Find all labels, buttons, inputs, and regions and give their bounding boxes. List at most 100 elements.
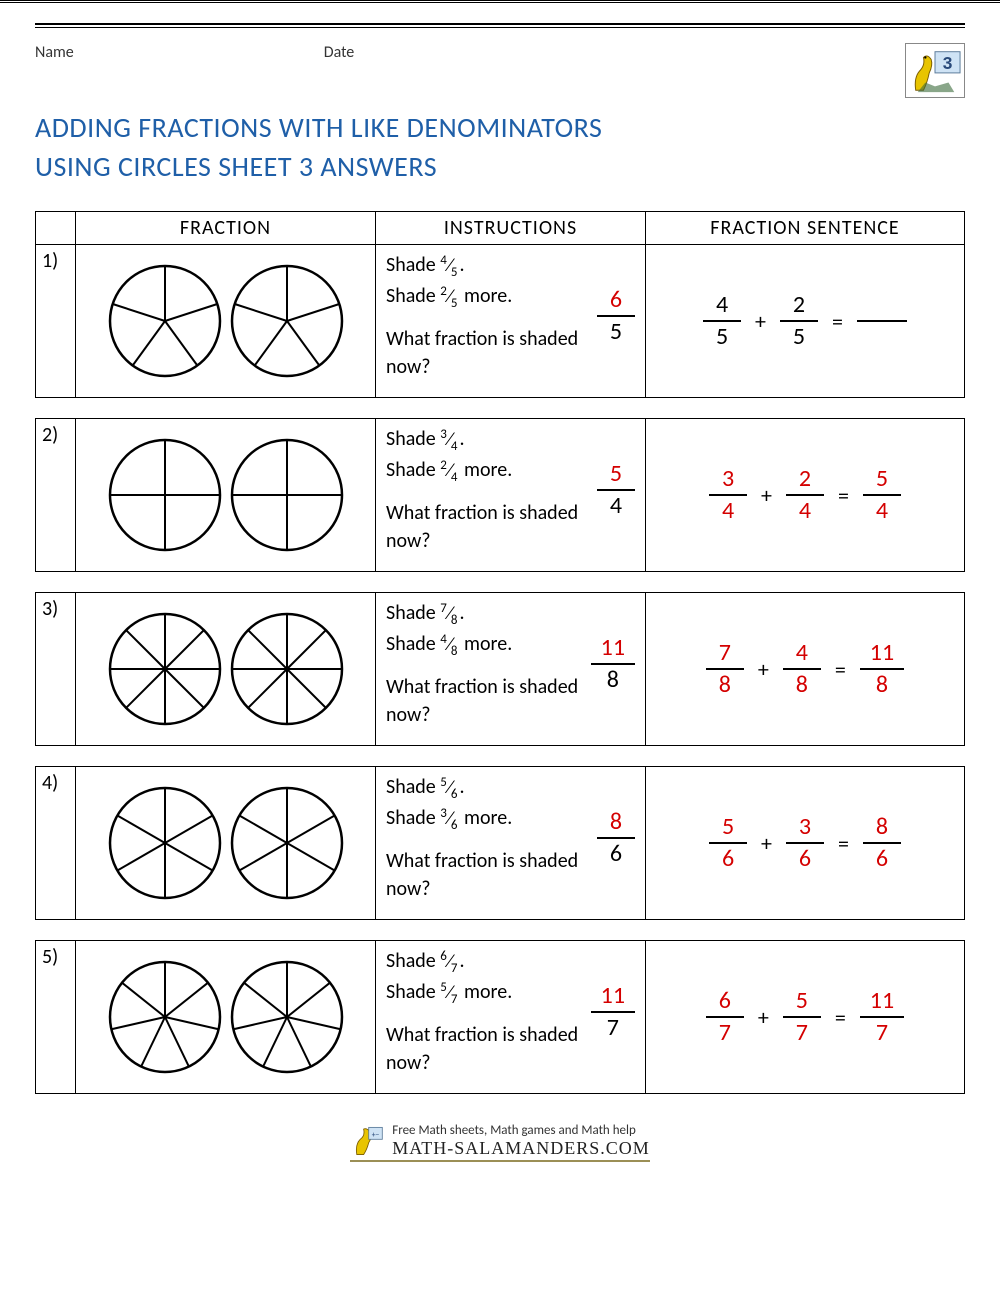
shade-line-1: Shade 3⁄4. <box>386 425 587 456</box>
fraction-circle <box>105 609 225 729</box>
plus-sign: + <box>761 482 772 509</box>
shade-line-1: Shade 6⁄7. <box>386 947 581 978</box>
header-blank <box>36 212 76 245</box>
sentence-cell: 6 7 + 5 7 = 11 7 <box>646 941 965 1094</box>
problem-row: 4) Shade 5⁄6. Shade 3⁄6 more. What fract… <box>35 766 965 920</box>
problem-number: 3) <box>36 593 76 746</box>
name-date-row: Name Date <box>35 43 354 62</box>
date-label: Date <box>324 43 355 62</box>
instructions-cell: Shade 3⁄4. Shade 2⁄4 more. What fraction… <box>376 419 646 572</box>
problem-number: 2) <box>36 419 76 572</box>
question-prompt: What fraction is shaded now? <box>386 499 587 555</box>
name-label: Name <box>35 43 74 62</box>
instructions-cell: Shade 7⁄8. Shade 4⁄8 more. What fraction… <box>376 593 646 746</box>
fraction-circle <box>227 783 347 903</box>
equals-sign: = <box>838 482 849 509</box>
fraction-display: 6 7 <box>706 988 744 1047</box>
equals-sign: = <box>832 308 843 335</box>
shade-line-2: Shade 2⁄5 more. <box>386 282 587 313</box>
equals-sign: = <box>835 656 846 683</box>
instruction-answer: 11 8 <box>591 635 635 694</box>
instructions-cell: Shade 4⁄5. Shade 2⁄5 more. What fraction… <box>376 245 646 398</box>
instruction-answer: 5 4 <box>597 461 635 520</box>
footer-tagline: Free Math sheets, Math games and Math he… <box>392 1124 636 1138</box>
grade-logo: 3 <box>905 43 965 98</box>
footer-logo-icon: +− <box>350 1124 384 1158</box>
title-line-1: ADDING FRACTIONS WITH LIKE DENOMINATORS <box>35 110 602 145</box>
problem-row: 5) Shade 6⁄7. Shade 5⁄7 more. What fract… <box>35 940 965 1094</box>
fraction-display: 11 8 <box>591 635 635 694</box>
shade-line-2: Shade 3⁄6 more. <box>386 804 587 835</box>
fraction-display: 4 5 <box>703 292 741 351</box>
footer-text: Free Math sheets, Math games and Math he… <box>392 1124 650 1158</box>
problem-row: 2) Shade 3⁄4. Shade 2⁄4 more. What fract… <box>35 418 965 572</box>
fraction-display: 2 4 <box>786 466 824 525</box>
plus-sign: + <box>758 1004 769 1031</box>
problems-container: FRACTION INSTRUCTIONS FRACTION SENTENCE … <box>35 211 965 1094</box>
footer-inner: +− Free Math sheets, Math games and Math… <box>350 1124 650 1162</box>
problem-number: 1) <box>36 245 76 398</box>
question-prompt: What fraction is shaded now? <box>386 1021 581 1077</box>
blank-answer <box>857 320 907 322</box>
sentence-cell: 7 8 + 4 8 = 11 8 <box>646 593 965 746</box>
problem-row: 3) Shade 7⁄8. Shade 4⁄8 more. What fract… <box>35 592 965 746</box>
fraction-circle <box>227 435 347 555</box>
problem-number: 5) <box>36 941 76 1094</box>
fraction-circle <box>105 783 225 903</box>
instructions-cell: Shade 6⁄7. Shade 5⁄7 more. What fraction… <box>376 941 646 1094</box>
plus-sign: + <box>758 656 769 683</box>
fraction-display: 5 7 <box>783 988 821 1047</box>
problem-row: FRACTION INSTRUCTIONS FRACTION SENTENCE … <box>35 211 965 398</box>
fraction-display: 3 6 <box>786 814 824 873</box>
question-prompt: What fraction is shaded now? <box>386 325 587 381</box>
instruction-answer: 11 7 <box>591 983 635 1042</box>
fraction-display: 5 4 <box>863 466 901 525</box>
fraction-display: 8 6 <box>863 814 901 873</box>
fraction-display: 5 4 <box>597 461 635 520</box>
fraction-circles-cell <box>76 245 376 398</box>
worksheet-title: ADDING FRACTIONS WITH LIKE DENOMINATORS … <box>35 108 965 186</box>
header-sentence: FRACTION SENTENCE <box>646 212 965 245</box>
fraction-circle <box>227 957 347 1077</box>
fraction-circle <box>227 609 347 729</box>
shade-line-1: Shade 4⁄5. <box>386 251 587 282</box>
plus-sign: + <box>761 830 772 857</box>
equals-sign: = <box>838 830 849 857</box>
fraction-display: 11 7 <box>860 988 904 1047</box>
question-prompt: What fraction is shaded now? <box>386 847 587 903</box>
grade-number: 3 <box>943 53 953 73</box>
footer: +− Free Math sheets, Math games and Math… <box>35 1124 965 1162</box>
fraction-circle <box>105 435 225 555</box>
fraction-circles-cell <box>76 767 376 920</box>
shade-line-1: Shade 7⁄8. <box>386 599 581 630</box>
header-instructions: INSTRUCTIONS <box>376 212 646 245</box>
shade-line-2: Shade 5⁄7 more. <box>386 978 581 1009</box>
fraction-display: 2 5 <box>780 292 818 351</box>
fraction-display: 8 6 <box>597 809 635 868</box>
worksheet-page: Name Date 3 ADDING FRACTIONS WITH LIKE D… <box>0 0 1000 1182</box>
header-row: Name Date 3 <box>35 43 965 98</box>
fraction-circle <box>105 261 225 381</box>
sentence-cell: 3 4 + 2 4 = 5 4 <box>646 419 965 572</box>
shade-line-2: Shade 4⁄8 more. <box>386 630 581 661</box>
sentence-cell: 5 6 + 3 6 = 8 6 <box>646 767 965 920</box>
equals-sign: = <box>835 1004 846 1031</box>
fraction-display: 6 5 <box>597 287 635 346</box>
instruction-answer: 8 6 <box>597 809 635 868</box>
fraction-display: 11 8 <box>860 640 904 699</box>
instruction-answer: 6 5 <box>597 287 635 346</box>
shade-line-1: Shade 5⁄6. <box>386 773 587 804</box>
fraction-circles-cell <box>76 941 376 1094</box>
fraction-display: 5 6 <box>709 814 747 873</box>
fraction-display: 3 4 <box>709 466 747 525</box>
footer-site: MATH-SALAMANDERS.COM <box>392 1139 650 1159</box>
problem-number: 4) <box>36 767 76 920</box>
instructions-cell: Shade 5⁄6. Shade 3⁄6 more. What fraction… <box>376 767 646 920</box>
fraction-circles-cell <box>76 419 376 572</box>
svg-text:+−: +− <box>372 1131 380 1140</box>
top-rule <box>35 23 965 28</box>
question-prompt: What fraction is shaded now? <box>386 673 581 729</box>
sentence-cell: 4 5 + 2 5 = <box>646 245 965 398</box>
fraction-display: 4 8 <box>783 640 821 699</box>
fraction-circles-cell <box>76 593 376 746</box>
